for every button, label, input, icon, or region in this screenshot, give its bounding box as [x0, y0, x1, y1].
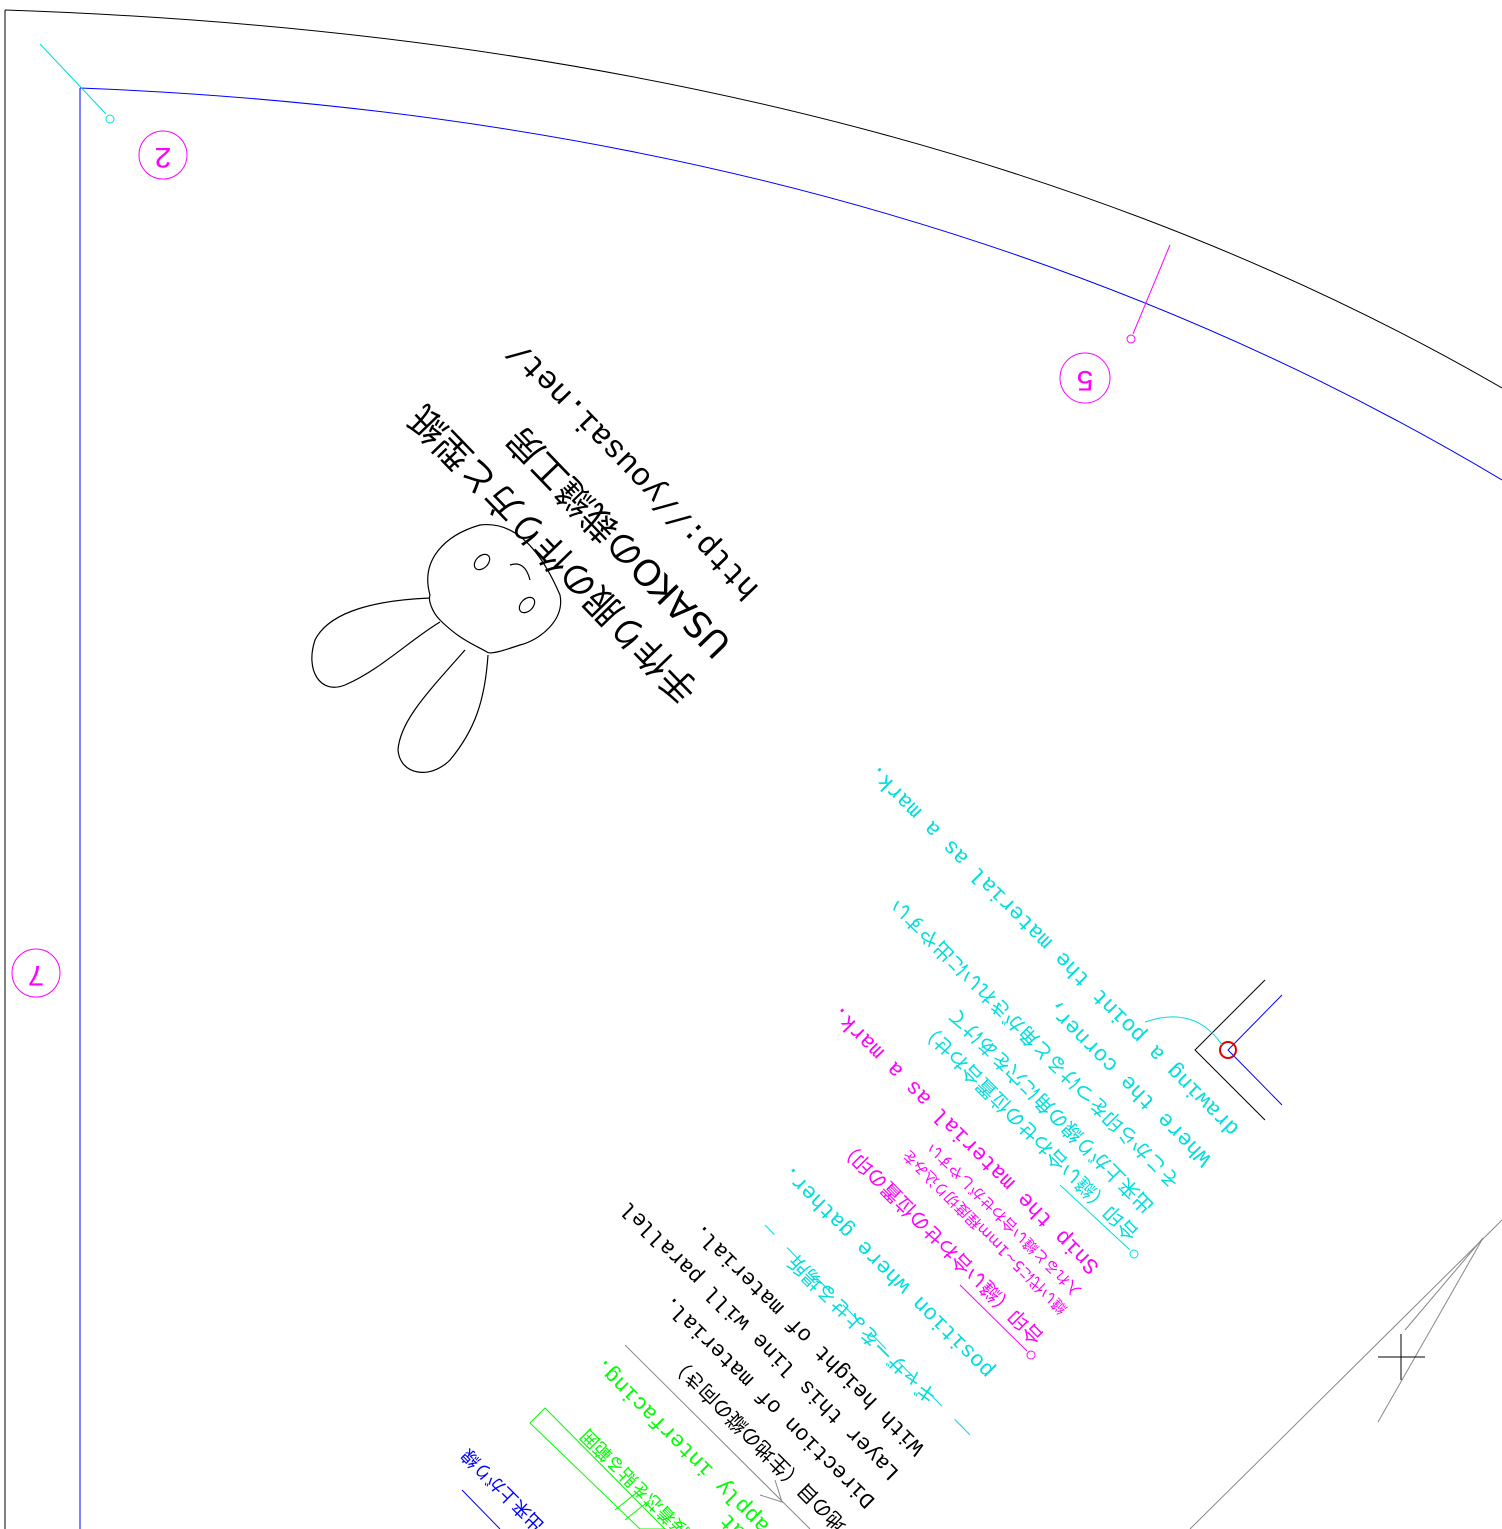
guide-line	[1189, 1219, 1502, 1529]
piece-number: 2	[154, 138, 172, 172]
notch-dot	[1126, 334, 1136, 344]
pattern-lines	[4, 9, 1502, 1529]
note-text: 出来上がり線	[457, 1444, 548, 1529]
texts: 手作り服の作り方と型紙 USAKOの裁縫工房 http://yousai.net…	[27, 138, 1245, 1529]
guide-line	[1404, 1237, 1484, 1331]
bunny-ear	[311, 597, 441, 688]
notch-mark	[1132, 244, 1171, 335]
corner-dot	[105, 114, 115, 124]
bunny-head	[427, 524, 562, 654]
leader	[1059, 1184, 1131, 1251]
leader-dot	[1026, 1350, 1036, 1360]
leader-dot	[1129, 1249, 1139, 1259]
hatch	[624, 1499, 651, 1521]
header-title: 手作り服の作り方と型紙	[402, 397, 707, 710]
number-circle	[11, 948, 61, 998]
bunny-mouth	[509, 563, 531, 581]
grain-arrow	[759, 1479, 783, 1503]
piece-number: 5	[1076, 361, 1094, 395]
hatch	[614, 1489, 641, 1511]
number-circle	[138, 130, 188, 180]
finish-line	[461, 1489, 501, 1529]
bunny	[311, 524, 562, 773]
piece-number: 7	[27, 956, 45, 990]
bunny-ear	[397, 649, 489, 773]
bunny-eye	[473, 553, 491, 571]
interfacing-area	[529, 1407, 666, 1529]
corner-hole	[1219, 1041, 1237, 1059]
grain-line	[624, 1344, 811, 1529]
guide-line	[1377, 1237, 1484, 1423]
bunny-eye	[518, 596, 536, 614]
number-circle	[1059, 352, 1111, 404]
cut-line	[4, 9, 1502, 389]
corner-mark	[39, 43, 107, 115]
leader	[959, 1284, 1028, 1352]
leader	[1144, 1016, 1223, 1046]
corner-sample	[1194, 979, 1266, 1121]
corner-sample	[1227, 994, 1283, 1106]
finish-line	[79, 87, 1502, 481]
gather-line	[764, 1224, 971, 1436]
